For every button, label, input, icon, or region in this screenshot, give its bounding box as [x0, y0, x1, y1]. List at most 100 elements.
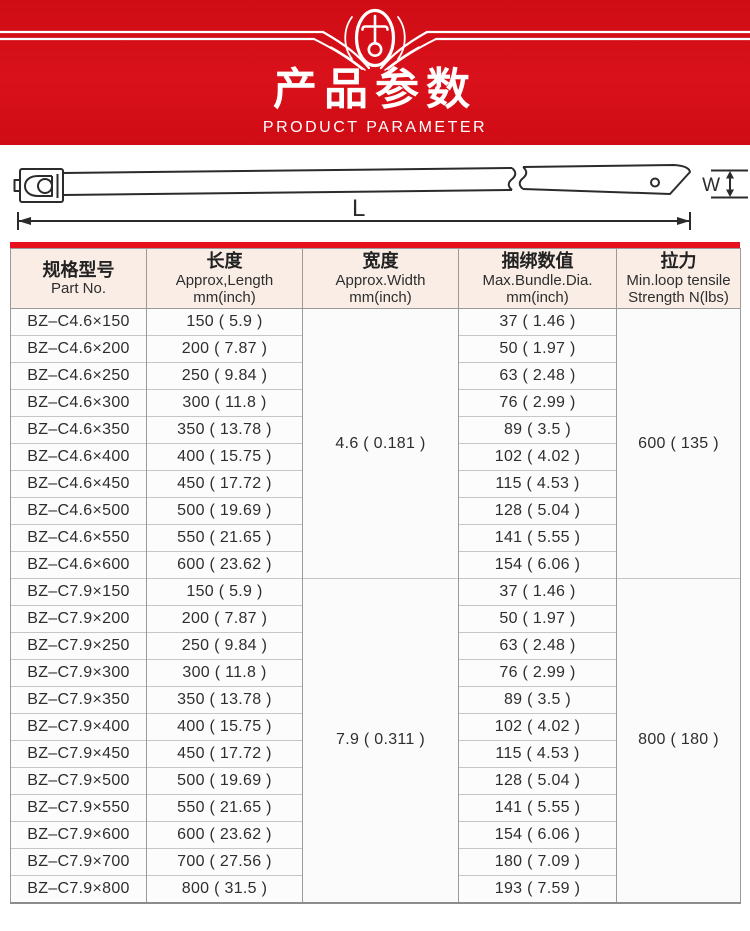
strength-merged-cell: 600 ( 135 ) [616, 308, 741, 579]
length-cell: 500 ( 19.69 ) [146, 497, 303, 525]
part-no-cell: BZ–C4.6×200 [10, 335, 147, 363]
part-no-cell: BZ–C7.9×700 [10, 848, 147, 876]
part-no-cell: BZ–C7.9×450 [10, 740, 147, 768]
bundle-dia-cell: 89 ( 3.5 ) [458, 416, 617, 444]
header-zh-label: 规格型号 [42, 259, 115, 280]
part-no-cell: BZ–C7.9×200 [10, 605, 147, 633]
width-merged-cell: 4.6 ( 0.181 ) [302, 308, 459, 579]
length-cell: 800 ( 31.5 ) [146, 875, 303, 903]
table-row: BZ–C7.9×200 200 ( 7.87 ) 50 ( 1.97 ) [10, 605, 741, 633]
part-no-cell: BZ–C4.6×550 [10, 524, 147, 552]
part-no-cell: BZ–C4.6×150 [10, 308, 147, 336]
cable-tie-drawing: L W [13, 164, 748, 230]
header-en-label: mm(inch) [349, 288, 412, 306]
bundle-dia-cell: 193 ( 7.59 ) [458, 875, 617, 903]
header-zh-label: 拉力 [660, 251, 697, 271]
table-row: BZ–C4.6×550 550 ( 21.65 ) 141 ( 5.55 ) [10, 524, 741, 552]
bundle-dia-cell: 89 ( 3.5 ) [458, 686, 617, 714]
diagram-width-label: W [702, 175, 720, 196]
header-zh-label: 宽度 [362, 251, 399, 271]
part-no-cell: BZ–C4.6×600 [10, 551, 147, 579]
part-no-cell: BZ–C4.6×450 [10, 470, 147, 498]
table-row: BZ–C4.6×500 500 ( 19.69 ) 128 ( 5.04 ) [10, 497, 741, 525]
length-cell: 550 ( 21.65 ) [146, 524, 303, 552]
part-no-cell: BZ–C7.9×150 [10, 578, 147, 606]
length-cell: 250 ( 9.84 ) [146, 362, 303, 390]
bundle-dia-cell: 37 ( 1.46 ) [458, 308, 617, 336]
bundle-dia-cell: 63 ( 2.48 ) [458, 632, 617, 660]
bundle-dia-cell: 128 ( 5.04 ) [458, 497, 617, 525]
header-en-label: Min.loop tensile [626, 271, 731, 289]
bundle-dia-cell: 141 ( 5.55 ) [458, 524, 617, 552]
length-cell: 500 ( 19.69 ) [146, 767, 303, 795]
header-en-label: Strength N(lbs) [628, 288, 729, 306]
col-header-part-no: 规格型号 Part No. [10, 247, 147, 310]
bundle-dia-cell: 102 ( 4.02 ) [458, 443, 617, 471]
length-cell: 150 ( 5.9 ) [146, 578, 303, 606]
length-cell: 300 ( 11.8 ) [146, 389, 303, 417]
product-parameter-table: 规格型号 Part No. 长度 Approx,Length mm(inch) … [10, 247, 741, 904]
table-row: BZ–C4.6×450 450 ( 17.72 ) 115 ( 4.53 ) [10, 470, 741, 498]
bundle-dia-cell: 37 ( 1.46 ) [458, 578, 617, 606]
bundle-dia-cell: 76 ( 2.99 ) [458, 389, 617, 417]
table-row: BZ–C7.9×800 800 ( 31.5 ) 193 ( 7.59 ) [10, 875, 741, 903]
table-row: BZ–C7.9×250 250 ( 9.84 ) 63 ( 2.48 ) [10, 632, 741, 660]
length-cell: 150 ( 5.9 ) [146, 308, 303, 336]
table-header-row: 规格型号 Part No. 长度 Approx,Length mm(inch) … [10, 247, 741, 310]
part-no-cell: BZ–C4.6×400 [10, 443, 147, 471]
header-zh-label: 捆绑数值 [501, 251, 574, 271]
table-row: BZ–C7.9×150 150 ( 5.9 ) 7.9 ( 0.311 ) 37 ( … [10, 578, 741, 903]
length-cell: 450 ( 17.72 ) [146, 740, 303, 768]
table-row: BZ–C4.6×600 600 ( 23.62 ) 154 ( 6.06 ) [10, 551, 741, 579]
bundle-dia-cell: 141 ( 5.55 ) [458, 794, 617, 822]
width-merged-cell: 7.9 ( 0.311 ) [302, 578, 459, 903]
col-header-bundle-dia: 捆绑数值 Max.Bundle.Dia. mm(inch) [458, 247, 617, 310]
table-row: BZ–C4.6×300 300 ( 11.8 ) 76 ( 2.99 ) [10, 389, 741, 417]
length-cell: 300 ( 11.8 ) [146, 659, 303, 687]
bundle-dia-cell: 180 ( 7.09 ) [458, 848, 617, 876]
table-row: BZ–C4.6×250 250 ( 9.84 ) 63 ( 2.48 ) [10, 362, 741, 390]
table-row: BZ–C7.9×600 600 ( 23.62 ) 154 ( 6.06 ) [10, 821, 741, 849]
length-cell: 450 ( 17.72 ) [146, 470, 303, 498]
table-row: BZ–C7.9×350 350 ( 13.78 ) 89 ( 3.5 ) [10, 686, 741, 714]
table-row: BZ–C7.9×700 700 ( 27.56 ) 180 ( 7.09 ) [10, 848, 741, 876]
length-cell: 350 ( 13.78 ) [146, 686, 303, 714]
spec-table-section: 规格型号 Part No. 长度 Approx,Length mm(inch) … [10, 242, 741, 904]
part-no-cell: BZ–C7.9×600 [10, 821, 147, 849]
header-en-label: Max.Bundle.Dia. [482, 271, 593, 289]
part-no-cell: BZ–C4.6×300 [10, 389, 147, 417]
length-cell: 550 ( 21.65 ) [146, 794, 303, 822]
header-zh-label: 长度 [206, 251, 243, 271]
length-cell: 400 ( 15.75 ) [146, 713, 303, 741]
table-row: BZ–C4.6×350 350 ( 13.78 ) 89 ( 3.5 ) [10, 416, 741, 444]
strength-merged-cell: 800 ( 180 ) [616, 578, 741, 903]
bundle-dia-cell: 154 ( 6.06 ) [458, 821, 617, 849]
page-subtitle: PRODUCT PARAMETER [262, 119, 488, 136]
table-row: BZ–C7.9×550 550 ( 21.65 ) 141 ( 5.55 ) [10, 794, 741, 822]
col-header-width: 宽度 Approx.Width mm(inch) [302, 247, 459, 310]
product-diagram: L W [0, 145, 750, 242]
length-cell: 250 ( 9.84 ) [146, 632, 303, 660]
bundle-dia-cell: 63 ( 2.48 ) [458, 362, 617, 390]
length-cell: 200 ( 7.87 ) [146, 335, 303, 363]
part-no-cell: BZ–C4.6×250 [10, 362, 147, 390]
length-cell: 600 ( 23.62 ) [146, 551, 303, 579]
part-no-cell: BZ–C7.9×500 [10, 767, 147, 795]
table-row: BZ–C7.9×500 500 ( 19.69 ) 128 ( 5.04 ) [10, 767, 741, 795]
part-no-cell: BZ–C7.9×300 [10, 659, 147, 687]
bundle-dia-cell: 102 ( 4.02 ) [458, 713, 617, 741]
col-header-length: 长度 Approx,Length mm(inch) [146, 247, 303, 310]
bundle-dia-cell: 154 ( 6.06 ) [458, 551, 617, 579]
bundle-dia-cell: 115 ( 4.53 ) [458, 470, 617, 498]
header-en-label: mm(inch) [193, 288, 256, 306]
length-cell: 700 ( 27.56 ) [146, 848, 303, 876]
red-banner: 产品参数 PRODUCT PARAMETER [0, 0, 750, 145]
table-row: BZ–C7.9×400 400 ( 15.75 ) 102 ( 4.02 ) [10, 713, 741, 741]
part-no-cell: BZ–C4.6×500 [10, 497, 147, 525]
bundle-dia-cell: 50 ( 1.97 ) [458, 605, 617, 633]
table-row: BZ–C4.6×400 400 ( 15.75 ) 102 ( 4.02 ) [10, 443, 741, 471]
length-cell: 400 ( 15.75 ) [146, 443, 303, 471]
header-en-label: Part No. [50, 280, 107, 298]
part-no-cell: BZ–C7.9×250 [10, 632, 147, 660]
header-en-label: Approx,Length [175, 271, 274, 289]
